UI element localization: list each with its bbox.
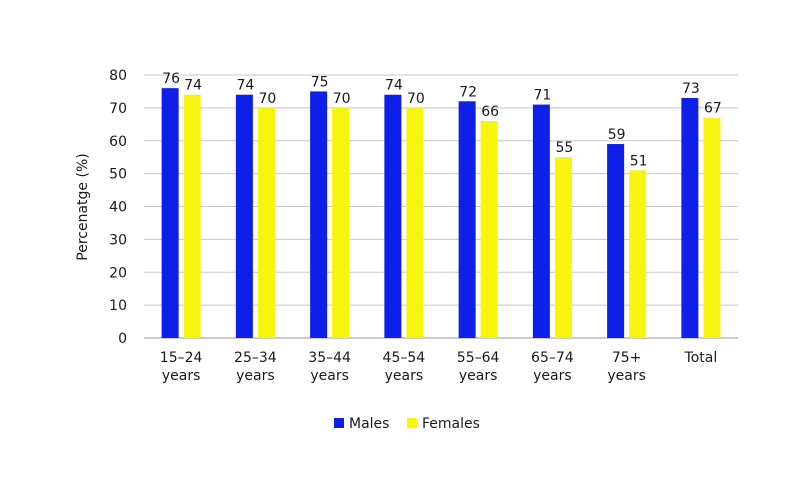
x-tick-label: Total	[684, 350, 718, 366]
data-label: 74	[385, 78, 403, 94]
data-label: 71	[533, 88, 551, 104]
data-label: 76	[162, 71, 180, 87]
x-tick-label: 65–74	[531, 350, 574, 366]
data-label: 51	[630, 153, 648, 169]
data-label: 70	[407, 91, 425, 107]
bar-females	[257, 107, 275, 338]
legend-label-males: Males	[349, 416, 389, 432]
bar-males	[458, 101, 476, 338]
y-tick-label: 20	[109, 265, 127, 281]
x-tick-label: 25–34	[234, 350, 277, 366]
x-tick-label: years	[236, 368, 275, 384]
bar-females	[480, 121, 498, 339]
x-tick-label: years	[607, 368, 646, 384]
y-tick-label: 60	[109, 134, 127, 150]
bar-females	[703, 117, 721, 338]
data-label: 74	[236, 78, 254, 94]
bar-males	[607, 144, 625, 338]
x-axis-ticks: 15–24 years 25–34 years 35–44 years 45–54 years…	[160, 350, 717, 384]
x-tick-label: 55–64	[457, 350, 500, 366]
y-tick-label: 40	[109, 200, 127, 216]
legend-swatch-females	[407, 418, 417, 428]
bar-females	[629, 170, 647, 338]
data-label: 75	[311, 74, 329, 90]
x-tick-label: 35–44	[308, 350, 351, 366]
data-label: 70	[258, 91, 276, 107]
y-tick-label: 30	[109, 232, 127, 248]
x-tick-label: years	[310, 368, 349, 384]
legend-label-females: Females	[422, 416, 480, 432]
data-label: 74	[184, 78, 202, 94]
bars	[161, 88, 721, 339]
x-tick-label: 75+	[612, 350, 642, 366]
x-tick-label: years	[385, 368, 424, 384]
data-label: 72	[459, 84, 477, 100]
gridlines	[144, 74, 738, 339]
x-tick-label: years	[533, 368, 572, 384]
legend-swatch-males	[334, 418, 344, 428]
legend: Males Females	[334, 416, 480, 432]
bar-males	[235, 94, 253, 338]
bar-males	[532, 104, 550, 339]
bar-females	[554, 157, 572, 338]
data-label: 66	[481, 104, 499, 120]
y-tick-label: 70	[109, 101, 127, 117]
bar-females	[406, 107, 424, 338]
bar-males	[384, 94, 402, 338]
data-label: 70	[333, 91, 351, 107]
y-tick-label: 10	[109, 298, 127, 314]
x-tick-label: 45–54	[383, 350, 426, 366]
bar-females	[332, 107, 350, 338]
data-label: 55	[555, 140, 573, 156]
y-axis-ticks: 0 10 20 30 40 50 60 70 80	[109, 68, 127, 347]
x-tick-label: 15–24	[160, 350, 203, 366]
y-tick-label: 80	[109, 68, 127, 84]
bar-males	[681, 98, 699, 338]
bar-males	[161, 88, 179, 339]
data-label: 73	[682, 81, 700, 97]
data-label: 59	[608, 127, 626, 143]
y-axis-label: Percenatge (%)	[75, 153, 91, 260]
data-label: 67	[704, 101, 722, 117]
x-tick-label: years	[459, 368, 498, 384]
y-tick-label: 0	[118, 331, 127, 347]
bar-males	[310, 91, 328, 338]
y-tick-label: 50	[109, 167, 127, 183]
bar-females	[183, 94, 201, 338]
x-tick-label: years	[162, 368, 201, 384]
